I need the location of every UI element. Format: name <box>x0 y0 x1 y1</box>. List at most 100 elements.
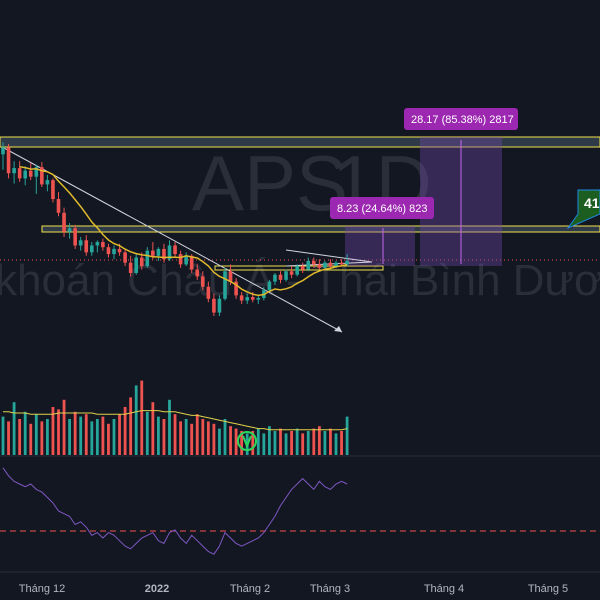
volume-bar[interactable] <box>340 431 343 455</box>
volume-bar[interactable] <box>201 419 205 455</box>
volume-bar[interactable] <box>218 428 221 455</box>
volume-bar[interactable] <box>107 423 110 455</box>
candle-body[interactable] <box>156 248 161 256</box>
volume-signal-icon[interactable] <box>237 431 257 451</box>
candle-body[interactable] <box>162 248 166 260</box>
candle-body[interactable] <box>295 266 299 275</box>
candle-body[interactable] <box>145 250 150 267</box>
candle-body[interactable] <box>328 262 333 267</box>
volume-bar[interactable] <box>62 399 66 455</box>
volume-bar[interactable] <box>134 385 138 455</box>
candle-body[interactable] <box>201 276 205 287</box>
volume-bar[interactable] <box>173 414 177 455</box>
volume-bar[interactable] <box>57 409 60 455</box>
candle-body[interactable] <box>67 228 72 232</box>
price-tag-box[interactable] <box>566 189 600 230</box>
volume-bar[interactable] <box>18 419 22 455</box>
candle-body[interactable] <box>339 262 344 265</box>
candle-body[interactable] <box>239 295 244 301</box>
resistance-zone-mid[interactable] <box>41 225 600 233</box>
candle-body[interactable] <box>45 180 50 185</box>
candle-body[interactable] <box>195 269 200 277</box>
volume-bar[interactable] <box>84 414 88 455</box>
support-zone[interactable] <box>214 265 384 271</box>
volume-bar[interactable] <box>195 414 199 455</box>
candle-body[interactable] <box>84 240 89 253</box>
candle-body[interactable] <box>62 212 66 232</box>
candle-body[interactable] <box>267 281 272 291</box>
volume-bar[interactable] <box>184 419 188 455</box>
candle-body[interactable] <box>117 248 122 253</box>
candle-body[interactable] <box>245 297 249 301</box>
volume-bar[interactable] <box>295 428 299 455</box>
volume-bar[interactable] <box>273 431 277 455</box>
volume-bar[interactable] <box>317 426 321 455</box>
candle-body[interactable] <box>1 147 5 155</box>
volume-bar[interactable] <box>29 423 33 455</box>
volume-bar[interactable] <box>256 428 260 455</box>
candle-body[interactable] <box>312 260 316 265</box>
volume-bar[interactable] <box>223 419 227 455</box>
candle-body[interactable] <box>206 286 211 299</box>
candle-body[interactable] <box>184 255 188 265</box>
candle-body[interactable] <box>289 271 294 275</box>
candle-body[interactable] <box>73 228 77 246</box>
candle-body[interactable] <box>151 250 155 256</box>
volume-bar[interactable] <box>151 402 155 455</box>
volume-bar[interactable] <box>190 423 194 455</box>
candle-body[interactable] <box>217 298 222 313</box>
candle-body[interactable] <box>178 254 183 265</box>
volume-bar[interactable] <box>329 428 332 455</box>
candle-body[interactable] <box>345 260 349 265</box>
candle-body[interactable] <box>134 257 138 273</box>
volume-bar[interactable] <box>79 416 83 455</box>
volume-bar[interactable] <box>157 416 160 455</box>
triangle-upper-line[interactable] <box>285 249 373 263</box>
volume-bar[interactable] <box>46 419 49 455</box>
volume-bar[interactable] <box>212 423 216 455</box>
volume-bar[interactable] <box>345 416 349 455</box>
candle-body[interactable] <box>228 271 233 282</box>
volume-bar[interactable] <box>123 407 127 455</box>
volume-bar[interactable] <box>268 426 271 455</box>
volume-bar[interactable] <box>34 414 38 455</box>
candle-body[interactable] <box>95 242 100 246</box>
volume-bar[interactable] <box>101 416 105 455</box>
candle-body[interactable] <box>123 252 127 263</box>
candle-body[interactable] <box>189 255 194 270</box>
volume-bar[interactable] <box>23 411 27 455</box>
volume-bar[interactable] <box>1 416 5 455</box>
volume-bar[interactable] <box>118 414 121 455</box>
volume-bar[interactable] <box>145 411 149 455</box>
candle-body[interactable] <box>90 245 94 253</box>
volume-bar[interactable] <box>51 407 55 455</box>
volume-bar[interactable] <box>7 421 10 455</box>
volume-bar[interactable] <box>162 419 166 455</box>
candle-body[interactable] <box>300 266 305 270</box>
candle-body[interactable] <box>323 262 327 268</box>
candle-body[interactable] <box>28 170 33 177</box>
candle-body[interactable] <box>128 262 133 273</box>
volume-bar[interactable] <box>279 428 282 455</box>
volume-bar[interactable] <box>334 433 338 455</box>
candle-body[interactable] <box>17 168 22 179</box>
candle-body[interactable] <box>273 274 277 282</box>
candle-body[interactable] <box>306 260 311 270</box>
candle-body[interactable] <box>51 180 55 200</box>
candle-body[interactable] <box>112 248 116 255</box>
candle-body[interactable] <box>139 257 144 267</box>
volume-bar[interactable] <box>168 399 171 455</box>
volume-bar[interactable] <box>112 419 116 455</box>
candle-body[interactable] <box>40 167 44 185</box>
volume-bar[interactable] <box>12 402 16 455</box>
candle-body[interactable] <box>106 247 111 255</box>
candle-body[interactable] <box>23 170 27 179</box>
volume-bar[interactable] <box>40 421 44 455</box>
volume-bar[interactable] <box>140 380 144 455</box>
volume-bar[interactable] <box>323 431 327 455</box>
volume-bar[interactable] <box>129 397 133 455</box>
volume-bar[interactable] <box>68 419 71 455</box>
volume-bar[interactable] <box>284 433 288 455</box>
candle-body[interactable] <box>284 271 288 280</box>
